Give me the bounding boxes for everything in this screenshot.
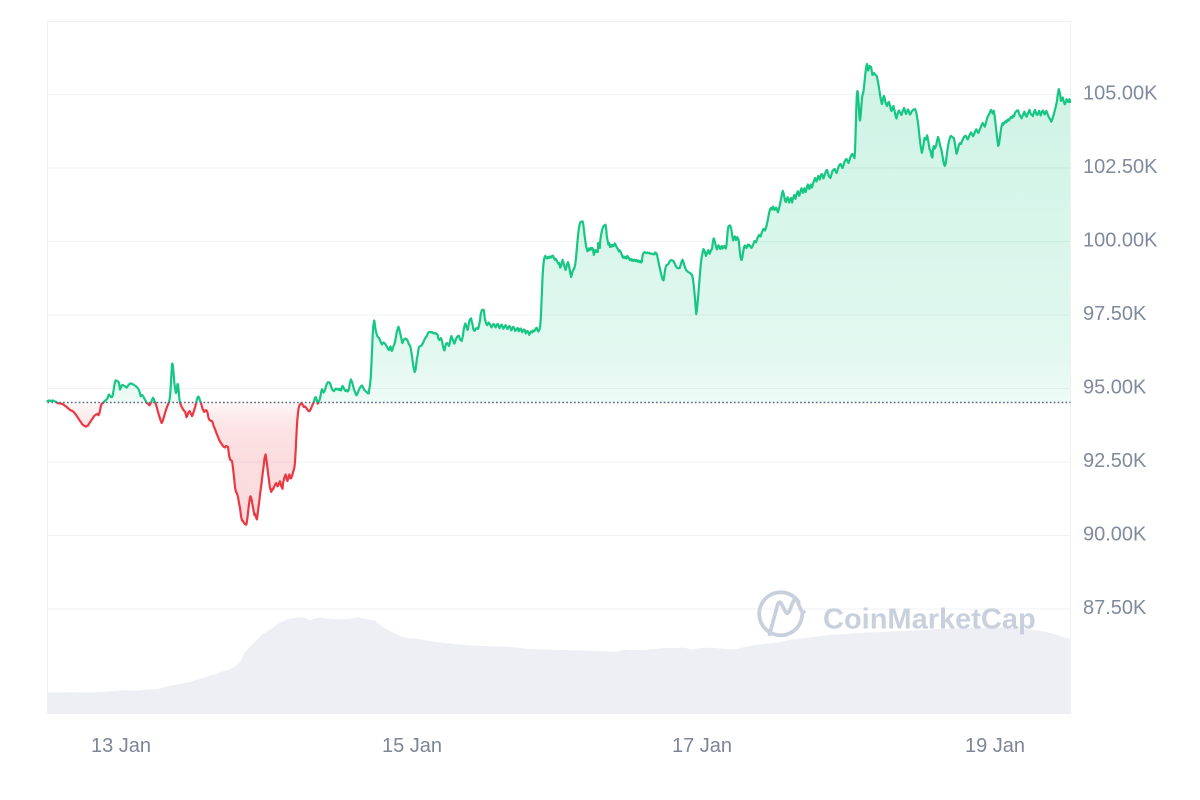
svg-text:CoinMarketCap: CoinMarketCap [823,604,1036,636]
svg-text:105.00K: 105.00K [1083,83,1158,105]
svg-text:87.50K: 87.50K [1083,597,1147,619]
svg-text:90.00K: 90.00K [1083,524,1147,546]
svg-text:92.50K: 92.50K [1083,450,1147,472]
svg-text:19 Jan: 19 Jan [965,735,1025,757]
svg-text:100.00K: 100.00K [1083,230,1158,252]
svg-text:97.50K: 97.50K [1083,303,1147,325]
svg-text:13 Jan: 13 Jan [91,735,151,757]
svg-text:102.50K: 102.50K [1083,156,1158,178]
svg-text:17 Jan: 17 Jan [672,735,732,757]
svg-text:95.00K: 95.00K [1083,377,1147,399]
svg-text:15 Jan: 15 Jan [382,735,442,757]
